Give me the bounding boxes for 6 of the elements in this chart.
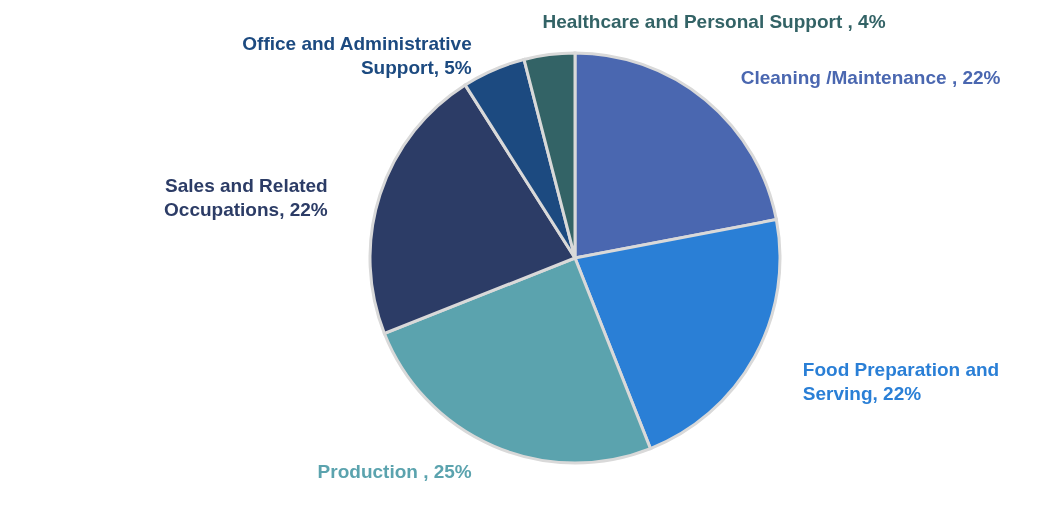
slice-label: Healthcare and Personal Support , 4%: [542, 11, 886, 32]
slice-label: Sales and Related Occupations, 22%: [164, 175, 328, 220]
slice-label: Food Preparation and Serving, 22%: [802, 359, 1000, 405]
slice-label: Cleaning /Maintenance , 22%: [740, 67, 1001, 89]
slice-label: Office and Administrative Support, 5%: [242, 33, 472, 79]
slice-label: Production , 25%: [317, 460, 472, 482]
